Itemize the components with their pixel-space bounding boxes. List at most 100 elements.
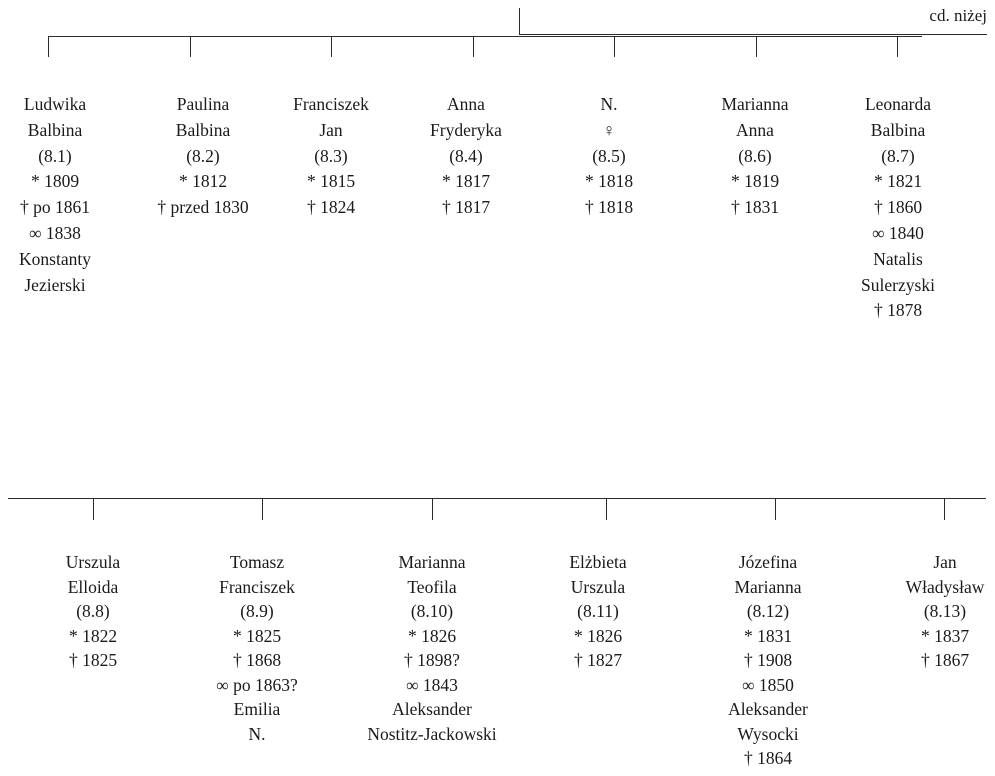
person-entry: Franciszek Jan (8.3) * 1815 † 1824 xyxy=(246,92,416,221)
person-line: Urszula xyxy=(570,576,626,597)
person-line: † 1860 xyxy=(873,197,923,218)
continuation-line xyxy=(519,34,987,35)
row-1-drop-line xyxy=(897,36,898,57)
person-line: (8.13) xyxy=(923,601,967,621)
row-1-drop-line xyxy=(331,36,332,57)
person-line: ∞ 1843 xyxy=(406,674,458,695)
parent-stem-line xyxy=(519,8,520,35)
person-line: Aleksander xyxy=(392,699,472,719)
person-line: (8.11) xyxy=(577,601,619,621)
person-line: Franciszek xyxy=(219,576,295,597)
person-entry: Józefina Marianna (8.12) * 1831 † 1908 ∞ 1850… xyxy=(683,550,853,771)
row-2-drop-line xyxy=(944,498,945,520)
person-line: Urszula xyxy=(65,552,121,572)
row-2-drop-line xyxy=(775,498,776,520)
person-line: (8.12) xyxy=(746,601,790,621)
person-line: (8.1) xyxy=(38,145,72,166)
person-line: Ludwika xyxy=(23,94,87,114)
person-line: ∞ 1838 xyxy=(29,222,81,243)
person-line: Nostitz-Jackowski xyxy=(367,723,497,744)
person-line: Elżbieta xyxy=(569,552,627,572)
person-line: Teofila xyxy=(407,576,457,597)
person-line: Władysław xyxy=(905,576,985,597)
person-line: Konstanty xyxy=(19,248,91,269)
person-line: Balbina xyxy=(27,119,83,140)
row-2-drop-line xyxy=(262,498,263,520)
person-line: N. xyxy=(600,94,618,114)
person-entry: Marianna Teofila (8.10) * 1826 † 1898? ∞ 1843… xyxy=(347,550,517,746)
row-2-drop-line xyxy=(432,498,433,520)
person-line: Jan xyxy=(319,119,343,140)
person-line: † 1825 xyxy=(68,650,118,670)
person-line: ∞ 1850 xyxy=(742,674,794,695)
person-line: (8.10) xyxy=(410,601,454,621)
person-line: * 1825 xyxy=(232,625,282,646)
person-line: Balbina xyxy=(870,119,926,140)
continuation-note: cd. niżej xyxy=(929,6,987,25)
person-entry: Jan Władysław (8.13) * 1837 † 1867 xyxy=(860,550,995,673)
person-line: † 1867 xyxy=(920,650,970,670)
row-2-sibling-line xyxy=(8,498,986,499)
person-line: * 1837 xyxy=(920,625,970,646)
person-line: Paulina xyxy=(176,94,230,114)
person-line: Balbina xyxy=(175,119,231,140)
person-line: Jan xyxy=(933,552,957,572)
person-line: Sulerzyski xyxy=(861,274,935,295)
person-entry: Ludwika Balbina (8.1) * 1809 † po 1861 ∞ 1838… xyxy=(0,92,140,298)
person-entry: Anna Fryderyka (8.4) * 1817 † 1817 xyxy=(381,92,551,221)
person-line: * 1822 xyxy=(68,625,118,646)
person-line: * 1819 xyxy=(730,171,780,192)
person-line: (8.8) xyxy=(76,601,110,621)
person-line: Natalis xyxy=(873,248,923,269)
person-line: † 1824 xyxy=(306,197,356,218)
person-line: Jezierski xyxy=(24,274,86,295)
person-line: † 1878 xyxy=(873,300,923,321)
person-line: * 1831 xyxy=(743,625,793,646)
person-line: † 1831 xyxy=(730,197,780,218)
person-line: ♀ xyxy=(602,119,616,140)
row-1-sibling-line xyxy=(48,36,922,37)
person-line: N. xyxy=(248,723,266,744)
person-entry: Leonarda Balbina (8.7) * 1821 † 1860 ∞ 1840 Na… xyxy=(813,92,983,324)
row-1-drop-line xyxy=(756,36,757,57)
person-line: * 1817 xyxy=(441,171,491,192)
person-line: (8.6) xyxy=(738,145,772,166)
person-line: Franciszek xyxy=(293,94,369,114)
person-line: * 1815 xyxy=(306,171,356,192)
person-line: Elloida xyxy=(67,576,119,597)
person-line: (8.9) xyxy=(240,601,274,621)
person-entry: Paulina Balbina (8.2) * 1812 † przed 1830 xyxy=(118,92,288,221)
person-line: Leonarda xyxy=(864,94,932,114)
person-line: (8.4) xyxy=(449,145,483,166)
person-line: Anna xyxy=(736,119,774,140)
person-line: (8.5) xyxy=(592,145,626,166)
person-line: † 1864 xyxy=(743,748,793,768)
person-line: Wysocki xyxy=(737,723,799,744)
person-line: Tomasz xyxy=(229,552,285,572)
person-line: Fryderyka xyxy=(430,119,502,140)
person-line: Józefina xyxy=(738,552,798,572)
person-line: (8.7) xyxy=(881,145,915,166)
person-line: † 1818 xyxy=(584,197,634,218)
person-line: * 1812 xyxy=(178,171,228,192)
row-1-drop-line xyxy=(190,36,191,57)
person-entry: Marianna Anna (8.6) * 1819 † 1831 xyxy=(670,92,840,221)
row-2-drop-line xyxy=(606,498,607,520)
person-line: Marianna xyxy=(721,94,789,114)
row-1-drop-line xyxy=(473,36,474,57)
person-line: Emilia xyxy=(233,699,281,719)
row-1-drop-line xyxy=(48,36,49,57)
person-line: (8.3) xyxy=(314,145,348,166)
person-line: † 1868 xyxy=(232,650,282,670)
person-line: † 1827 xyxy=(573,650,623,670)
person-line: † 1817 xyxy=(441,197,491,218)
row-1-drop-line xyxy=(614,36,615,57)
person-line: Aleksander xyxy=(728,699,808,719)
person-entry: N. ♀ (8.5) * 1818 † 1818 xyxy=(524,92,694,221)
row-2-drop-line xyxy=(93,498,94,520)
person-line: * 1809 xyxy=(30,171,80,192)
person-entry: Urszula Elloida (8.8) * 1822 † 1825 xyxy=(8,550,178,673)
person-line: Marianna xyxy=(398,552,466,572)
person-line: † 1898? xyxy=(404,650,460,670)
person-line: † 1908 xyxy=(743,650,793,670)
